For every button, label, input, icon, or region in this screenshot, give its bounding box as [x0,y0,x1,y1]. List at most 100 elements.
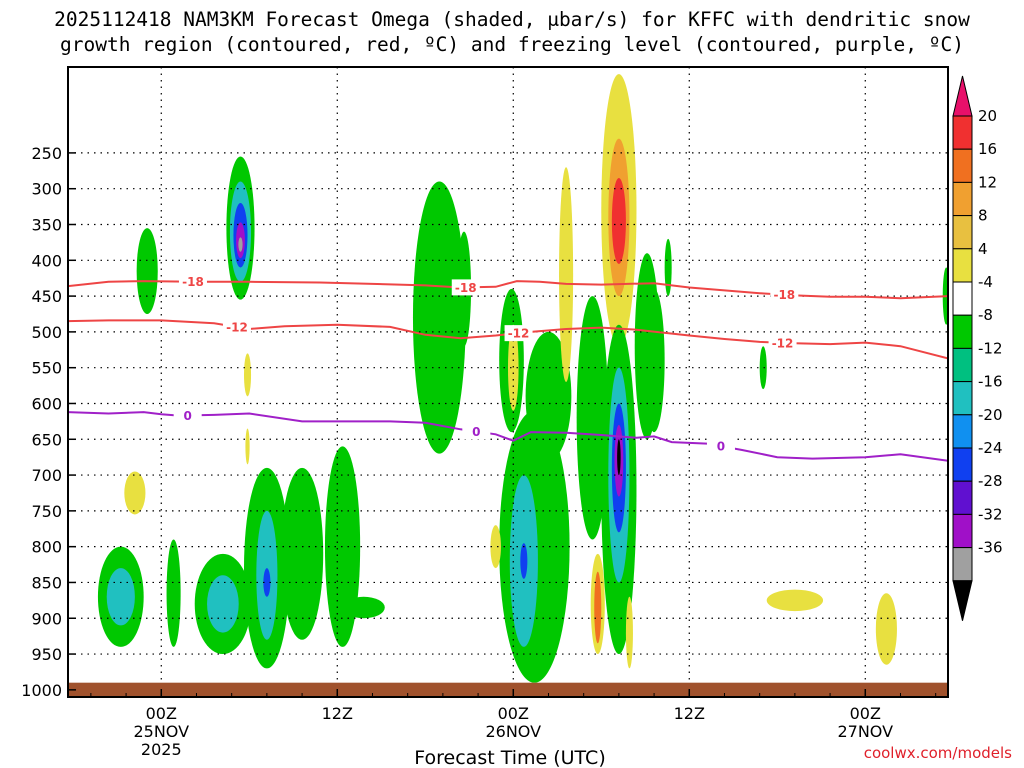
y-axis: 250 300 350 400 450 500 550 600 650 700 750 800 850 9… [21,144,76,700]
colorbar-bottom-triangle [952,580,973,621]
omega-shade-44 [664,238,672,297]
colorbar-label: -28 [978,472,1003,490]
colorbar-label: -8 [978,306,993,324]
omega-shade-40 [617,439,621,476]
colorbar-segment [952,381,973,416]
omega-shade-29 [559,167,574,382]
x-tick-label: 00Z [850,704,881,723]
colorbar-segment [952,447,973,482]
x-tick-label: 12Z [674,704,705,723]
omega-shade-6 [244,353,252,397]
colorbar-segment [952,281,973,316]
contour-label-0: 0 [472,425,480,439]
contour-label-bg [770,286,799,303]
y-tick-label: 550 [31,359,62,378]
omega-shade-8 [124,471,146,515]
y-tick-label: 450 [31,287,62,306]
colorbar-segment [952,148,973,183]
chart-title-line-1: 2025112418 NAM3KM Forecast Omega (shaded… [54,8,970,31]
omega-shade-11 [166,539,181,647]
y-tick-label: 750 [31,502,62,521]
x-axis-title: Forecast Time (UTC) [414,747,605,768]
colorbar-label: 4 [978,240,988,258]
colorbar-label: -12 [978,339,1003,357]
colorbar: 20 16 12 8 4 -4 -8 -12 -16 -20 -24 -28 -32 -36 [952,75,1003,621]
omega-shade-17 [280,467,324,640]
contour-label-0: 0 [184,409,192,423]
omega-shade-47 [875,593,897,665]
y-tick-label: 1000 [21,681,62,700]
colorbar-label: -16 [978,373,1003,391]
contour-label-bg [178,273,207,290]
ground-layer [69,682,947,696]
contour-label--18: -18 [773,288,795,302]
colorbar-label: -32 [978,505,1003,523]
contour-label-bg [504,325,533,342]
ground-fill [69,682,947,696]
contour-label-bg [706,438,735,455]
omega-shade-19 [342,596,385,619]
x-tick-label: 25NOV [133,722,189,741]
contour-label-bg [451,279,480,296]
omega-shade-30 [576,296,609,540]
colorbar-top-triangle [952,75,973,117]
colorbar-label: 16 [978,140,997,158]
colorbar-segment [952,115,973,150]
y-tick-label: 650 [31,430,62,449]
omega-shade-35 [611,177,626,264]
omega-shade-5 [238,237,243,252]
contour-label--18: -18 [455,281,477,295]
omega-shade-42 [643,288,665,433]
colorbar-segment [952,347,973,383]
x-tick-label: 2025 [141,740,182,759]
omega-shade-13 [207,575,239,633]
omega-shade-0 [136,228,158,314]
omega-shade-27 [525,331,572,461]
chart-title-line-2: growth region (contoured, red, ºC) and f… [60,33,964,56]
contour-label-bg [173,407,202,424]
contour--18 [68,280,948,300]
omega-shade-32 [594,571,602,644]
contour-label--18: -18 [182,275,204,289]
y-tick-label: 950 [31,645,62,664]
colorbar-label: -36 [978,539,1003,557]
colorbar-segment [952,513,973,549]
grid-lines [68,67,948,697]
omega-shade-18 [324,446,361,647]
colorbar-label: 8 [978,207,988,225]
contour-label-bg [462,423,491,440]
y-tick-label: 900 [31,609,62,628]
colorbar-label: -24 [978,439,1003,457]
colorbar-label: 12 [978,173,997,191]
omega-shade-16 [263,568,271,597]
omega-shade-26 [520,543,528,579]
plot-frame [67,66,949,698]
omega-shade-10 [106,568,135,626]
colorbar-segment [952,181,973,217]
x-tick-label: 00Z [146,704,177,723]
omega-shading [97,74,948,683]
contour-label--12: -12 [226,321,248,335]
omega-shade-28 [490,525,501,569]
contour-label--12: -12 [772,336,794,350]
omega-shade-20 [412,181,466,454]
colorbar-segment [952,248,973,283]
omega-shade-43 [625,596,633,669]
omega-shade-7 [245,428,250,465]
y-tick-label: 700 [31,466,62,485]
y-tick-label: 600 [31,394,62,413]
contour-label-0: 0 [717,440,725,454]
x-tick-label: 12Z [322,704,353,723]
y-tick-label: 250 [31,144,62,163]
colorbar-segment [952,547,973,582]
contour-label-bg [768,334,797,351]
y-tick-label: 500 [31,323,62,342]
y-tick-label: 850 [31,573,62,592]
contour-label-bg [222,319,251,336]
colorbar-label: -20 [978,406,1003,424]
x-tick-label: 26NOV [485,722,541,741]
colorbar-segment [952,414,973,449]
y-tick-label: 800 [31,538,62,557]
